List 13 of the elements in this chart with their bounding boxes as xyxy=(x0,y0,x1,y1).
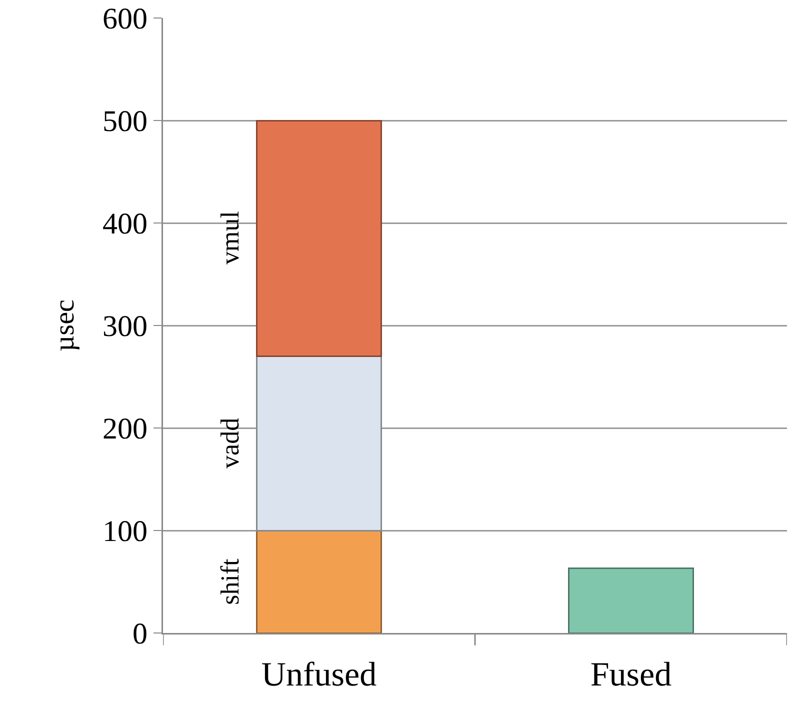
y-tick-label: 0 xyxy=(132,618,148,650)
text: shift xyxy=(215,558,244,605)
y-tick-label: 300 xyxy=(102,310,148,343)
y-axis-title: µsec xyxy=(49,300,80,352)
y-tick-label: 100 xyxy=(102,515,148,548)
y-tick-label: 500 xyxy=(102,105,148,138)
text: vmul xyxy=(216,211,245,264)
y-tick-label: 200 xyxy=(102,412,148,446)
y-tick-label: 400 xyxy=(102,208,148,240)
x-tick-label: Fused xyxy=(590,656,672,694)
y-tick-label: 600 xyxy=(102,2,148,36)
x-tick-label: Unfused xyxy=(261,656,377,694)
text: vadd xyxy=(216,418,245,468)
